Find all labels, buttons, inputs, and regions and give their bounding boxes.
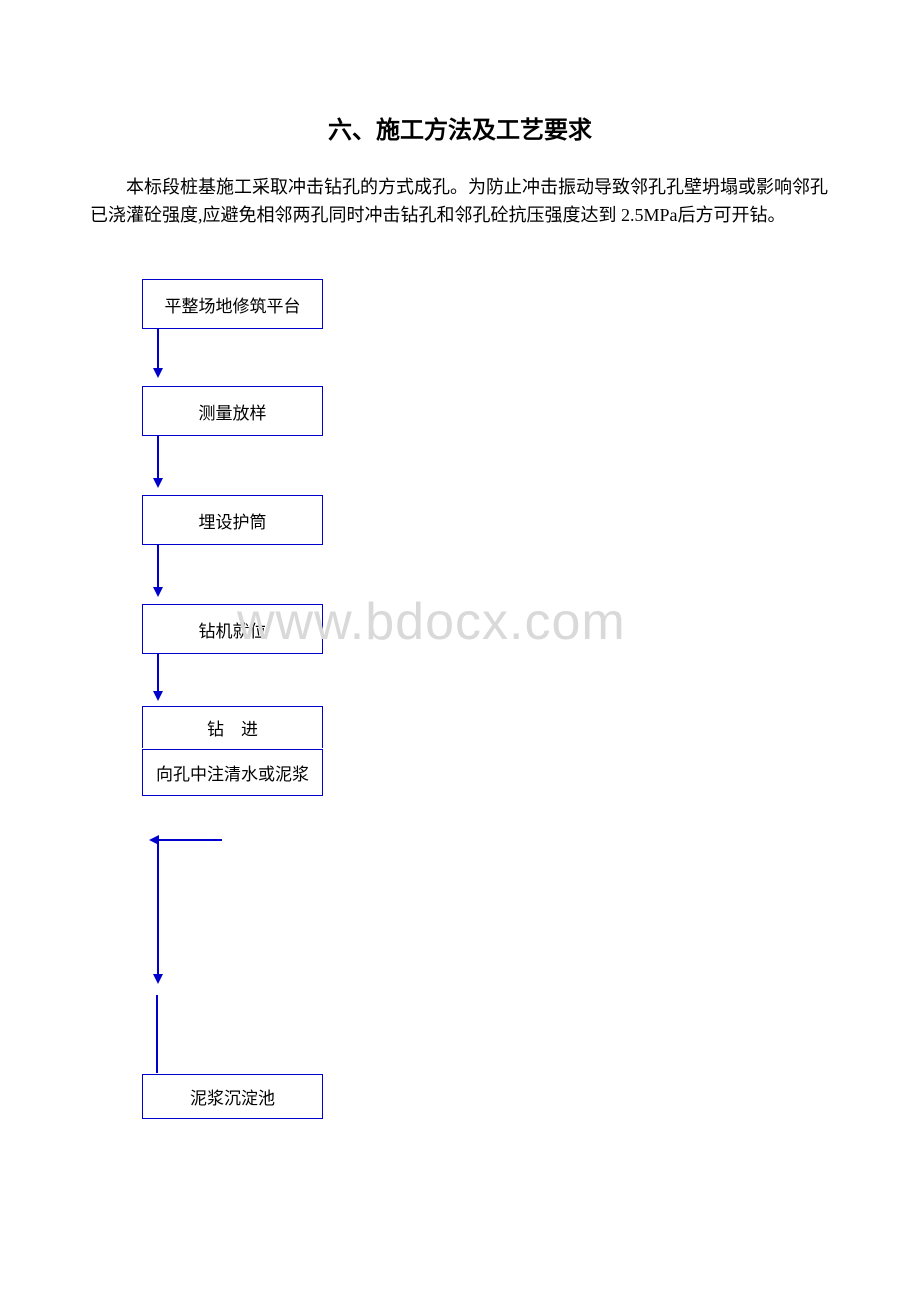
intro-paragraph: 本标段桩基施工采取冲击钻孔的方式成孔。为防止冲击振动导致邻孔孔壁坍塌或影响邻孔已… (90, 173, 830, 229)
short-line (156, 1040, 158, 1073)
box-label: 钻 进 (207, 715, 258, 740)
box-label: 测量放样 (199, 399, 267, 424)
box-drilling: 钻 进 (142, 706, 323, 748)
box-inject: 向孔中注清水或泥浆 (142, 749, 323, 796)
flowchart: 平整场地修筑平台 测量放样 埋设护筒 钻机就位 钻 进 向孔中注清水或泥浆 泥浆… (142, 279, 830, 1139)
box-label: 向孔中注清水或泥浆 (156, 760, 309, 785)
section-title: 六、施工方法及工艺要求 (90, 110, 830, 145)
box-label: 泥浆沉淀池 (190, 1084, 275, 1109)
box-casing: 埋设护筒 (142, 495, 323, 545)
box-label: 钻机就位 (199, 617, 267, 642)
box-drill-position: 钻机就位 (142, 604, 323, 654)
box-label: 埋设护筒 (199, 508, 267, 533)
box-survey: 测量放样 (142, 386, 323, 436)
box-platform: 平整场地修筑平台 (142, 279, 323, 329)
short-line (156, 995, 158, 1040)
box-sediment: 泥浆沉淀池 (142, 1074, 323, 1119)
box-label: 平整场地修筑平台 (165, 292, 301, 317)
